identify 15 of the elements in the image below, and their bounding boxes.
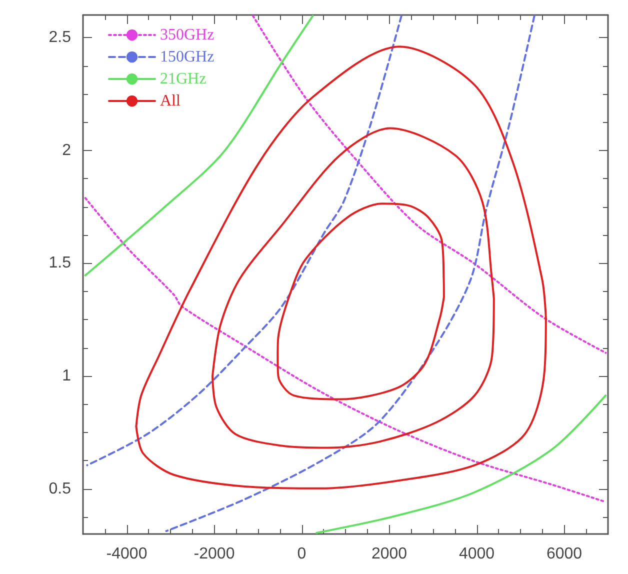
x-tick-label: 0	[297, 546, 306, 562]
legend-label: All	[160, 92, 181, 110]
y-tick-label: 1.5	[48, 254, 72, 272]
x-tick-label: -4000	[106, 546, 148, 562]
y-tick-label: 2	[62, 142, 72, 159]
legend-label: 350GHz	[160, 26, 214, 44]
y-tick-label: 1	[62, 368, 72, 385]
y-tick-label: 0.5	[48, 480, 72, 498]
y-tick-label: 2.5	[48, 29, 72, 46]
legend-label: 21GHz	[160, 70, 206, 88]
x-tick-label: 2000	[371, 546, 408, 562]
x-tick-label: -2000	[194, 546, 235, 562]
legend-label: 150GHz	[160, 48, 214, 66]
x-tick-label: 4000	[458, 546, 495, 562]
x-tick-label: 6000	[546, 546, 582, 562]
